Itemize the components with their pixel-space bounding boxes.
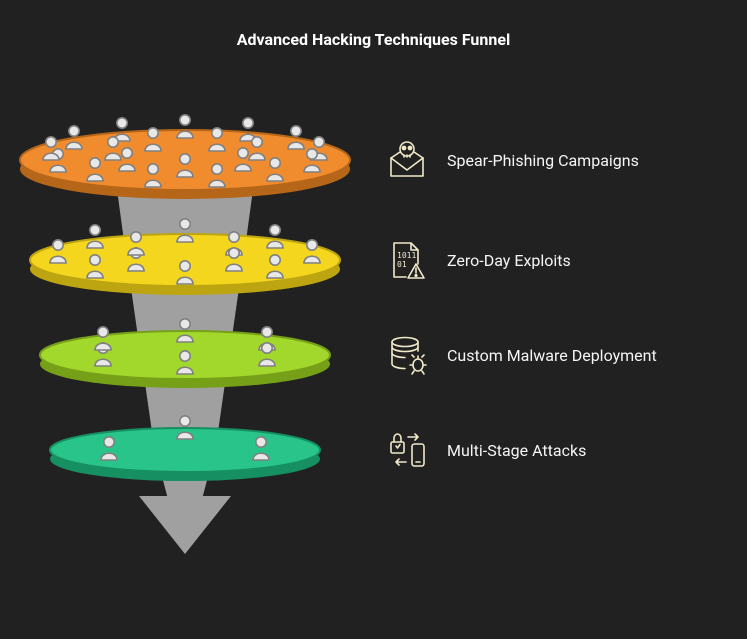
stage-label: Custom Malware Deployment — [447, 346, 657, 365]
person-icon — [98, 435, 120, 461]
stage-label-row: Multi-Stage Attacks — [385, 428, 586, 472]
person-icon — [301, 238, 323, 264]
person-icon — [264, 223, 286, 249]
person-icon — [232, 146, 254, 172]
stage-label-row: 1011 01 Zero-Day Exploits — [385, 238, 571, 282]
person-icon — [125, 230, 147, 256]
funnel-arrowhead — [0, 496, 370, 590]
person-icon — [264, 253, 286, 279]
person-icon — [63, 124, 85, 150]
person-icon — [206, 126, 228, 152]
db-bug-icon — [385, 333, 429, 377]
people-group — [40, 331, 330, 379]
funnel-stage — [30, 234, 340, 286]
funnel-stage — [40, 331, 330, 379]
person-icon — [92, 325, 114, 351]
page-title: Advanced Hacking Techniques Funnel — [0, 0, 747, 49]
stage-label-row: Custom Malware Deployment — [385, 333, 657, 377]
person-icon — [174, 317, 196, 343]
person-icon — [142, 162, 164, 188]
person-icon — [174, 259, 196, 285]
person-icon — [223, 246, 245, 272]
person-icon — [174, 152, 196, 178]
mail-skull-icon — [385, 138, 429, 182]
stage-label: Zero-Day Exploits — [447, 251, 571, 270]
person-icon — [40, 135, 62, 161]
svg-text:1011: 1011 — [397, 251, 416, 260]
lock-sync-phone-icon — [385, 428, 429, 472]
people-group — [30, 234, 340, 286]
people-group — [50, 428, 320, 472]
person-icon — [250, 435, 272, 461]
person-icon — [142, 126, 164, 152]
svg-text:01: 01 — [397, 260, 407, 269]
person-icon — [84, 223, 106, 249]
stage-label: Spear-Phishing Campaigns — [447, 151, 639, 170]
person-icon — [47, 238, 69, 264]
person-icon — [174, 217, 196, 243]
funnel-stage — [20, 130, 350, 190]
funnel-stage — [50, 428, 320, 472]
person-icon — [174, 414, 196, 440]
stage-label: Multi-Stage Attacks — [447, 441, 586, 460]
file-binary-warn-icon: 1011 01 — [385, 238, 429, 282]
person-icon — [256, 341, 278, 367]
stage-label-row: Spear-Phishing Campaigns — [385, 138, 639, 182]
person-icon — [174, 113, 196, 139]
person-icon — [174, 349, 196, 375]
person-icon — [102, 135, 124, 161]
people-group — [20, 130, 350, 190]
person-icon — [301, 147, 323, 173]
person-icon — [84, 253, 106, 279]
person-icon — [206, 162, 228, 188]
